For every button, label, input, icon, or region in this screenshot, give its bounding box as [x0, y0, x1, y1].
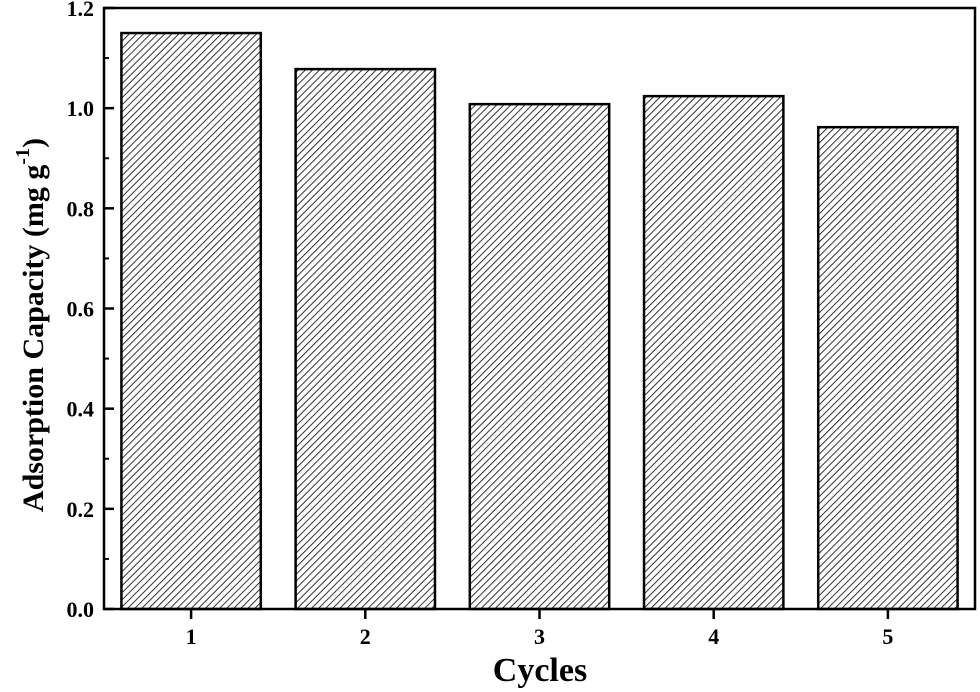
- x-tick-label: 4: [708, 624, 719, 649]
- bar-cycle-1: [120, 31, 263, 611]
- x-tick-label: 2: [360, 624, 371, 649]
- x-tick-label: 1: [186, 624, 197, 649]
- y-tick-label: 0.4: [67, 397, 95, 422]
- y-axis-title-main: Adsorption Capacity (mg g: [17, 165, 50, 513]
- y-tick-label: 0.6: [67, 297, 95, 322]
- bar-cycle-5: [816, 125, 959, 611]
- y-axis-title-superscript: -1: [12, 148, 34, 165]
- y-tick-label: 1.0: [67, 96, 95, 121]
- bar-cycle-4: [642, 94, 785, 611]
- x-axis-title: Cycles: [493, 652, 587, 689]
- y-tick-label: 0.8: [67, 196, 95, 221]
- y-axis: 0.0 0.2 0.4 0.6 0.8 1.0 1.2: [67, 0, 114, 622]
- y-tick-label: 0.0: [67, 597, 95, 622]
- y-tick-label: 1.2: [67, 0, 95, 21]
- x-tick-label: 3: [534, 624, 545, 649]
- bar-cycle-2: [294, 67, 437, 611]
- y-axis-title: Adsorption Capacity (mg g-1): [12, 138, 50, 512]
- y-tick-label: 0.2: [67, 497, 95, 522]
- x-tick-label: 5: [882, 624, 893, 649]
- y-axis-title-close: ): [17, 138, 50, 148]
- x-axis: 1 2 3 4 5: [186, 609, 893, 649]
- bars: [120, 31, 959, 611]
- bar-cycle-3: [468, 102, 611, 611]
